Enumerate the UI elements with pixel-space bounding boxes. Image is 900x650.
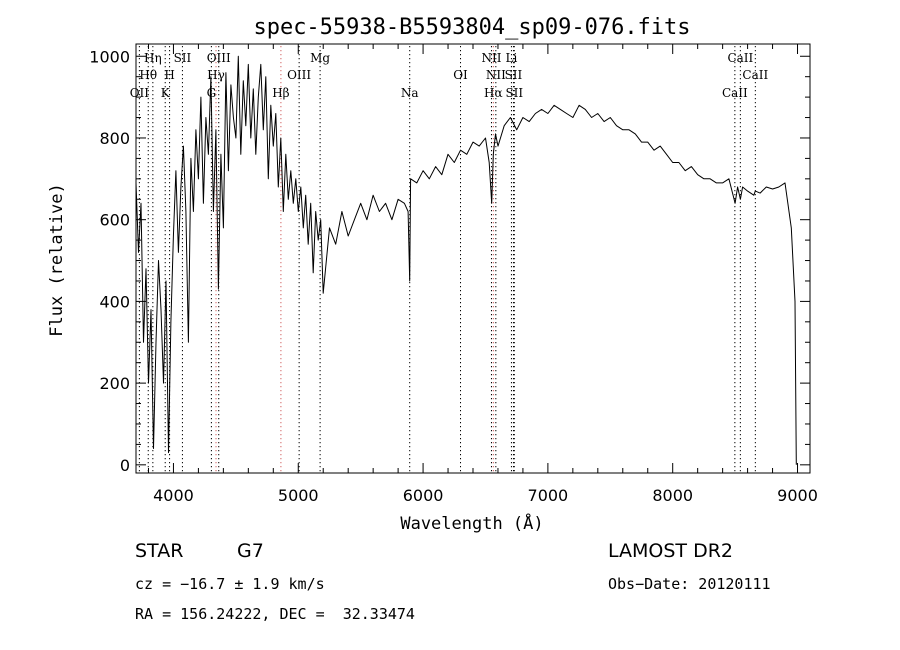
line-marker-label: OIII xyxy=(207,51,231,65)
line-marker-label: Hα xyxy=(484,86,503,100)
object-class: STAR xyxy=(135,540,184,562)
line-marker-label: Hθ xyxy=(139,68,157,82)
line-marker-label: H xyxy=(164,68,174,82)
obs-date: Obs−Date: 20120111 xyxy=(608,575,771,593)
redshift-readout: cz = −16.7 ± 1.9 km/s xyxy=(135,575,325,593)
line-marker-label: K xyxy=(161,86,171,100)
line-marker-label: Li xyxy=(506,51,518,65)
chart-title: spec-55938-B5593804_sp09-076.fits xyxy=(253,15,690,40)
line-marker-label: NII xyxy=(481,51,501,65)
x-tick-label: 9000 xyxy=(777,486,818,505)
y-tick-label: 200 xyxy=(99,374,130,393)
plot-area: OIIHθHηKHSIIGHγOIIIHβOIIIMgNaOINIIHαNIIL… xyxy=(89,43,818,505)
coordinates: RA = 156.24222, DEC = 32.33474 xyxy=(135,605,415,623)
line-marker-label: CaII xyxy=(727,51,753,65)
y-tick-label: 1000 xyxy=(89,47,130,66)
x-tick-label: 4000 xyxy=(153,486,194,505)
line-marker-label: CaII xyxy=(722,86,748,100)
y-tick-label: 600 xyxy=(99,211,130,230)
line-marker-label: OI xyxy=(453,68,468,82)
x-axis-label: Wavelength (Å) xyxy=(400,512,543,534)
line-marker-label: Hη xyxy=(144,51,162,65)
survey-name: LAMOST DR2 xyxy=(608,540,733,562)
line-marker-label: CaII xyxy=(742,68,768,82)
y-axis-label: Flux (relative) xyxy=(47,183,67,337)
y-tick-label: 0 xyxy=(120,456,130,475)
x-tick-label: 5000 xyxy=(278,486,319,505)
y-tick-label: 800 xyxy=(99,129,130,148)
line-marker-label: NII xyxy=(486,68,506,82)
x-tick-label: 6000 xyxy=(403,486,444,505)
x-tick-label: 7000 xyxy=(528,486,569,505)
y-tick-label: 400 xyxy=(99,292,130,311)
line-marker-label: OIII xyxy=(287,68,311,82)
subclass: G7 xyxy=(237,540,264,562)
x-tick-label: 8000 xyxy=(652,486,693,505)
spectrum-series-line xyxy=(135,55,797,465)
line-marker-label: SII xyxy=(174,51,192,65)
line-marker-label: SII xyxy=(505,68,523,82)
line-marker-label: OII xyxy=(130,86,150,100)
line-marker-label: Mg xyxy=(310,51,330,65)
line-marker-label: Na xyxy=(401,86,419,100)
line-marker-label: Hβ xyxy=(272,86,289,100)
line-marker-label: SII xyxy=(505,86,523,100)
line-marker-label: Hγ xyxy=(207,68,225,82)
